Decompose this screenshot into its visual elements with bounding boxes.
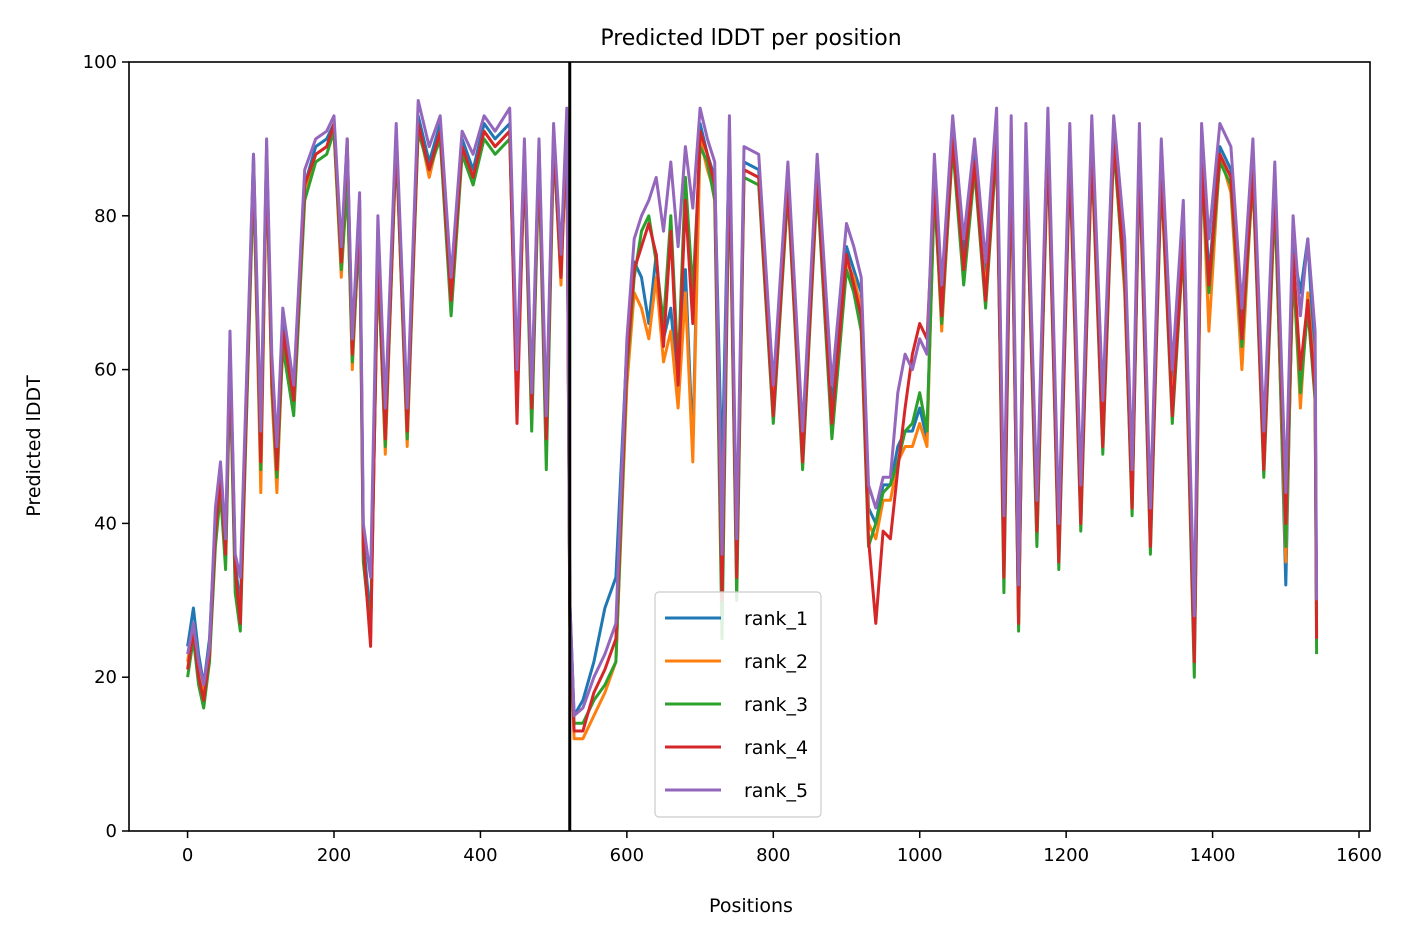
legend-label: rank_3: [744, 694, 808, 716]
x-tick-label: 1600: [1336, 845, 1382, 866]
legend-label: rank_4: [744, 737, 808, 759]
series-line-rank-4: [186, 122, 1319, 733]
legend-label: rank_5: [744, 780, 808, 802]
y-tick-label: 40: [94, 513, 117, 534]
x-tick-label: 1000: [897, 845, 943, 866]
x-axis-label: Positions: [709, 895, 793, 917]
y-tick-label: 60: [94, 360, 117, 381]
legend-label: rank_1: [744, 608, 808, 630]
y-tick-label: 0: [106, 821, 117, 842]
legend-box: [654, 591, 822, 818]
x-tick-label: 0: [182, 845, 193, 866]
x-tick-label: 800: [756, 845, 790, 866]
plot-frame: [128, 61, 1371, 832]
x-tick-label: 600: [610, 845, 644, 866]
x-tick-label: 200: [317, 845, 351, 866]
legend: rank_1 rank_2 rank_3 rank_4 rank_5: [654, 591, 822, 818]
y-axis-ticks: 0 20 40 60 80 100: [83, 52, 129, 842]
y-tick-label: 20: [94, 667, 117, 688]
x-axis-ticks: 0 200 400 600 800 1000 1200 1400 1600: [182, 831, 1382, 866]
x-tick-label: 1400: [1190, 845, 1236, 866]
y-tick-label: 100: [83, 52, 117, 73]
plot-lines: [186, 62, 1319, 831]
y-tick-label: 80: [94, 206, 117, 227]
series-line-rank-5: [186, 99, 1319, 718]
x-tick-label: 1200: [1043, 845, 1089, 866]
chart-title: Predicted lDDT per position: [600, 26, 901, 51]
y-axis-label: Predicted lDDT: [23, 375, 45, 517]
x-tick-label: 400: [463, 845, 497, 866]
legend-label: rank_2: [744, 651, 808, 673]
